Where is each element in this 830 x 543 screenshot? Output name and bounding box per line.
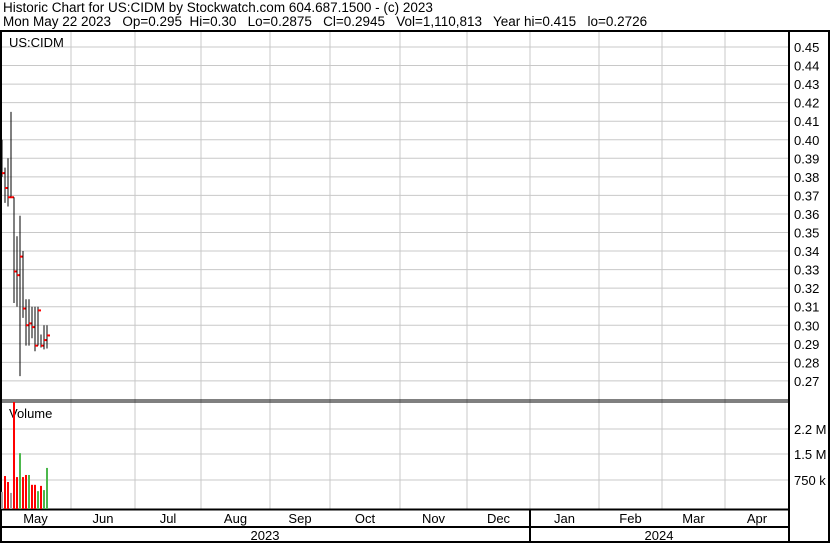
volume-label: Volume (9, 406, 52, 421)
month-label: Oct (355, 511, 376, 526)
price-tick-label: 0.40 (794, 133, 819, 148)
month-label: Jul (160, 511, 177, 526)
price-tick-label: 0.38 (794, 170, 819, 185)
volume-bar (7, 482, 9, 509)
volume-bar (34, 484, 36, 509)
volume-bar (28, 474, 30, 509)
price-tick-label: 0.44 (794, 59, 819, 74)
volume-bar (4, 476, 6, 509)
price-tick-label: 0.36 (794, 207, 819, 222)
month-label: Nov (422, 511, 446, 526)
volume-tick-label: 1.5 M (794, 447, 827, 462)
month-label: Jun (93, 511, 114, 526)
plot-border (0, 30, 790, 543)
volume-bar (46, 467, 48, 509)
volume-bar (31, 484, 33, 509)
price-tick-label: 0.30 (794, 318, 819, 333)
month-label: Feb (619, 511, 641, 526)
price-tick-label: 0.34 (794, 244, 819, 259)
price-tick-label: 0.39 (794, 151, 819, 166)
volume-tick-label: 2.2 M (794, 422, 827, 437)
month-label: Mar (682, 511, 705, 526)
month-label: Dec (487, 511, 511, 526)
volume-bar (40, 485, 42, 509)
symbol-label: US:CIDM (9, 35, 64, 50)
year-label: 2024 (645, 528, 674, 543)
month-label: Sep (288, 511, 311, 526)
volume-tick-label: 750 k (794, 473, 826, 488)
price-tick-label: 0.28 (794, 355, 819, 370)
price-tick-label: 0.43 (794, 77, 819, 92)
price-tick-label: 0.27 (794, 374, 819, 389)
price-tick-label: 0.45 (794, 40, 819, 55)
price-tick-label: 0.35 (794, 226, 819, 241)
price-tick-label: 0.32 (794, 281, 819, 296)
volume-bar (16, 477, 18, 509)
volume-bar (19, 453, 21, 509)
volume-bar (37, 491, 39, 509)
month-label: Jan (554, 511, 575, 526)
quote-summary: Mon May 22 2023 Op=0.295 Hi=0.30 Lo=0.28… (3, 14, 648, 29)
volume-bar (43, 490, 45, 509)
month-label: Apr (747, 511, 768, 526)
price-tick-label: 0.31 (794, 300, 819, 315)
price-tick-label: 0.41 (794, 114, 819, 129)
volume-bar (22, 477, 24, 509)
month-label: Aug (224, 511, 247, 526)
year-label: 2023 (251, 528, 280, 543)
price-tick-label: 0.33 (794, 263, 819, 278)
price-tick-label: 0.29 (794, 337, 819, 352)
volume-bar (10, 492, 12, 509)
month-label: May (23, 511, 48, 526)
volume-bar (13, 402, 15, 509)
price-tick-label: 0.42 (794, 96, 819, 111)
volume-bar (25, 474, 27, 509)
chart-title: Historic Chart for US:CIDM by Stockwatch… (3, 0, 433, 15)
price-tick-label: 0.37 (794, 188, 819, 203)
volume-bar (1, 491, 3, 509)
